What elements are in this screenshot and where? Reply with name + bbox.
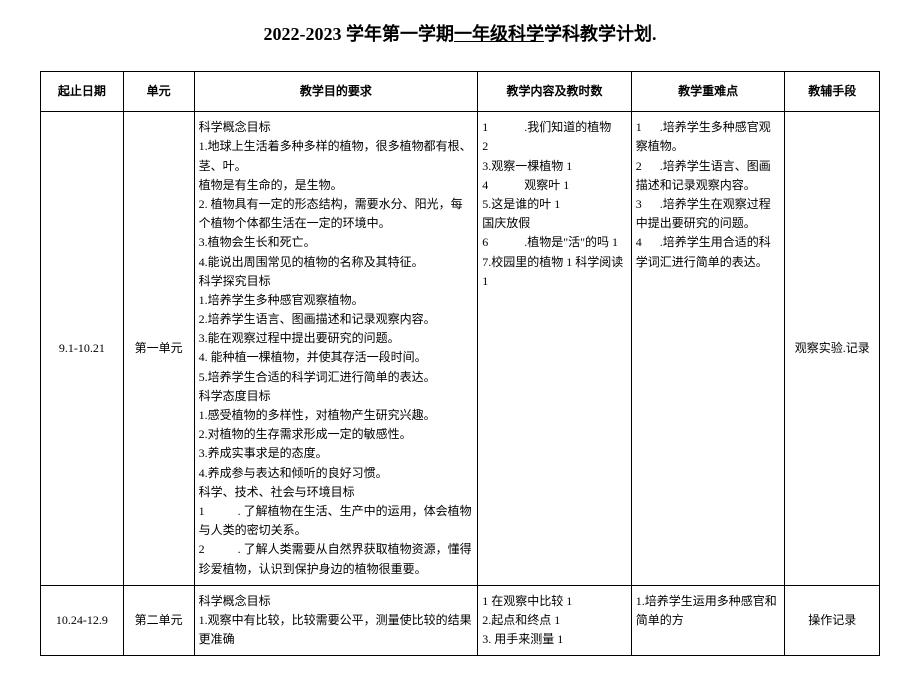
- cell-method: 观察实验.记录: [785, 112, 880, 586]
- table-header-row: 起止日期 单元 教学目的要求 教学内容及教时数 教学重难点 教辅手段: [41, 72, 880, 112]
- cell-content: 1 .我们知道的植物 2 3.观察一棵植物 1 4 观察叶 1 5.这是谁的叶 …: [478, 112, 632, 586]
- table-row: 10.24-12.9 第二单元 科学概念目标 1.观察中有比较，比较需要公平，测…: [41, 585, 880, 656]
- cell-difficulty: 1.培养学生运用多种感官和简单的方: [631, 585, 785, 656]
- header-method: 教辅手段: [785, 72, 880, 112]
- header-unit: 单元: [123, 72, 194, 112]
- cell-content: 1 在观察中比较 1 2.起点和终点 1 3. 用手来测量 1: [478, 585, 632, 656]
- table-row: 9.1-10.21 第一单元 科学概念目标 1.地球上生活着多种多样的植物，很多…: [41, 112, 880, 586]
- table-body: 9.1-10.21 第一单元 科学概念目标 1.地球上生活着多种多样的植物，很多…: [41, 112, 880, 656]
- cell-objective: 科学概念目标 1.地球上生活着多种多样的植物，很多植物都有根、茎、叶。 植物是有…: [194, 112, 478, 586]
- cell-unit: 第二单元: [123, 585, 194, 656]
- cell-objective: 科学概念目标 1.观察中有比较，比较需要公平，测量使比较的结果更准确: [194, 585, 478, 656]
- title-suffix: 学科教学计划.: [544, 24, 657, 44]
- cell-method: 操作记录: [785, 585, 880, 656]
- teaching-plan-table: 起止日期 单元 教学目的要求 教学内容及教时数 教学重难点 教辅手段 9.1-1…: [40, 71, 880, 656]
- header-content: 教学内容及教时数: [478, 72, 632, 112]
- cell-difficulty: 1 .培养学生多种感官观察植物。 2 .培养学生语言、图画描述和记录观察内容。 …: [631, 112, 785, 586]
- header-objective: 教学目的要求: [194, 72, 478, 112]
- cell-unit: 第一单元: [123, 112, 194, 586]
- header-date: 起止日期: [41, 72, 124, 112]
- cell-date: 10.24-12.9: [41, 585, 124, 656]
- title-prefix: 2022-2023 学年第一学期: [264, 24, 455, 44]
- page-title: 2022-2023 学年第一学期一年级科学学科教学计划.: [40, 20, 880, 46]
- cell-date: 9.1-10.21: [41, 112, 124, 586]
- header-difficulty: 教学重难点: [631, 72, 785, 112]
- title-underlined: 一年级科学: [454, 24, 544, 44]
